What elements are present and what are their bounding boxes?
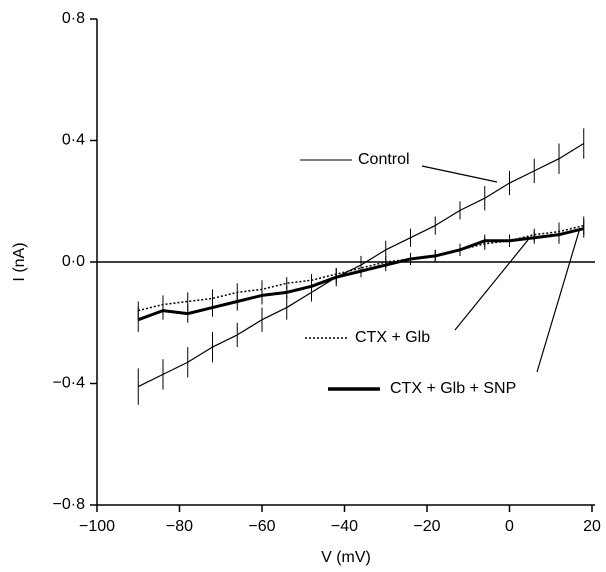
x-tick-label: −100 (79, 518, 115, 535)
y-tick-label: −0·4 (53, 375, 86, 392)
y-tick-label: 0·0 (62, 253, 85, 270)
leader-line (454, 239, 529, 331)
leader-line (536, 227, 581, 373)
y-axis-label: I (nA) (11, 242, 28, 281)
x-tick-label: −60 (248, 518, 275, 535)
leader-line (421, 165, 498, 183)
legend-label: Control (358, 151, 410, 168)
legend-label: CTX + Glb (355, 329, 430, 346)
legend-label: CTX + Glb + SNP (390, 380, 516, 397)
series-line (137, 227, 585, 322)
y-tick-label: 0·8 (62, 10, 85, 27)
x-tick-label: −40 (331, 518, 358, 535)
x-tick-label: −20 (413, 518, 440, 535)
y-tick-label: −0·8 (53, 496, 86, 513)
y-tick-label: 0·4 (62, 132, 85, 149)
x-axis-label: V (mV) (321, 549, 371, 566)
x-tick-label: 20 (583, 518, 601, 535)
x-tick-label: −80 (166, 518, 193, 535)
x-tick-label: 0 (505, 518, 514, 535)
